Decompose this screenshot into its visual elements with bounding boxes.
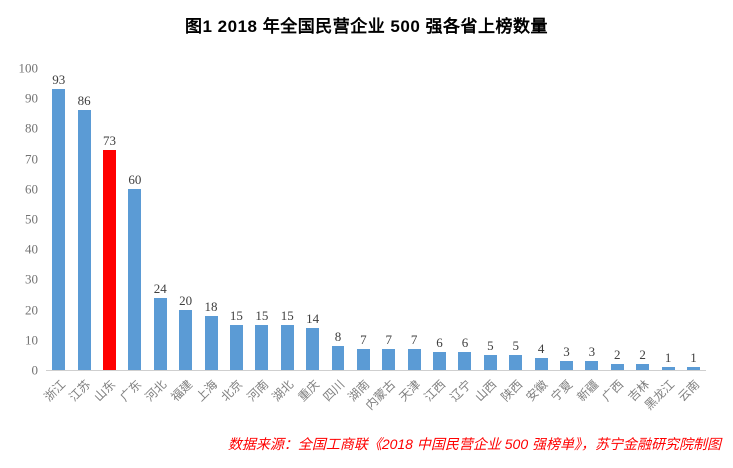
bar-slot: 5 <box>478 68 503 370</box>
bar <box>77 110 91 370</box>
bar-slot: 7 <box>351 68 376 370</box>
bar <box>509 354 523 370</box>
bar-slot: 7 <box>376 68 401 370</box>
bar-slot: 3 <box>579 68 604 370</box>
x-axis: 浙江 江苏 山东 广东 河北 福建 上海 北京 河南 湖北 重庆 四川 湖南 内蒙古 天津 江西 辽宁 山西 陕西安… <box>41 371 706 423</box>
bar <box>204 315 218 370</box>
bar-value-label: 7 <box>410 331 418 347</box>
bar-slot: 5 <box>503 68 528 370</box>
bar <box>356 348 370 370</box>
plot-area: 93 86 73 60 24 20 18 15 15 15 14 8 7 7 7 6 6 5 5 4 3 3 2 2 1 1 <box>46 68 706 371</box>
y-axis: 0 10 20 30 40 50 60 70 80 90 100 <box>0 62 46 377</box>
bar-slot: 2 <box>630 68 655 370</box>
bar-value-label: 3 <box>588 343 596 359</box>
bar-slot: 8 <box>325 68 350 370</box>
bar <box>407 348 421 370</box>
bar <box>636 363 650 370</box>
bar-slot: 60 <box>122 68 147 370</box>
bar-value-label: 4 <box>537 340 545 356</box>
bar-slot: 24 <box>148 68 173 370</box>
bar-slot: 3 <box>554 68 579 370</box>
y-axis-tick-label: 40 <box>25 241 38 257</box>
bar-slot: 7 <box>401 68 426 370</box>
bar-value-label: 7 <box>360 331 367 347</box>
bar-value-label: 3 <box>563 343 570 359</box>
bar-value-label: 15 <box>255 307 269 323</box>
bar <box>255 324 269 370</box>
bar <box>433 351 447 370</box>
bar-value-label: 1 <box>664 349 672 365</box>
bar-slot: 15 <box>249 68 274 370</box>
y-axis-tick-label: 90 <box>25 90 38 106</box>
bar <box>560 360 573 370</box>
bar <box>610 363 624 370</box>
bar <box>458 351 472 370</box>
bar-slot: 4 <box>528 68 553 370</box>
bar <box>153 297 167 370</box>
y-axis-tick-label: 50 <box>25 211 38 227</box>
y-axis-tick-label: 70 <box>25 151 38 167</box>
y-axis-tick-label: 80 <box>25 120 38 136</box>
bar-slot: 86 <box>71 68 96 370</box>
bar <box>331 345 345 370</box>
bar-value-label: 93 <box>52 72 66 88</box>
bar-value-label: 15 <box>229 307 243 323</box>
bar-value-label: 1 <box>690 349 697 365</box>
bar-value-label: 73 <box>102 132 116 148</box>
y-axis-tick-label: 100 <box>18 60 39 76</box>
bar <box>52 89 66 370</box>
bar-slot: 14 <box>300 68 325 370</box>
bar-slot: 15 <box>275 68 300 370</box>
bar <box>483 354 497 370</box>
bar-value-label: 24 <box>153 280 167 296</box>
y-axis-tick-label: 10 <box>25 332 38 348</box>
bar-slot: 93 <box>46 68 71 370</box>
bar <box>585 360 599 370</box>
bar-slot: 15 <box>224 68 249 370</box>
bar <box>229 324 243 370</box>
bar-value-label: 6 <box>461 334 469 350</box>
y-axis-tick-label: 30 <box>25 271 38 287</box>
source-note: 数据来源：全国工商联《2018 中国民营企业 500 强榜单》，苏宁金融研究院制… <box>227 436 721 452</box>
bar-value-label: 2 <box>614 346 621 362</box>
bar-slot: 73 <box>97 68 122 370</box>
bar <box>382 348 396 370</box>
bar <box>179 309 193 370</box>
bar-slot: 20 <box>173 68 198 370</box>
y-axis-tick-label: 20 <box>25 302 38 318</box>
bar-slot: 6 <box>427 68 452 370</box>
bar-slot: 18 <box>198 68 223 370</box>
bar-value-label: 15 <box>280 307 294 323</box>
bar-value-label: 5 <box>512 337 519 353</box>
bar-highlighted <box>103 149 116 370</box>
bar-value-label: 7 <box>385 331 393 347</box>
bar-value-label: 6 <box>436 334 443 350</box>
bar <box>534 357 548 370</box>
bar-chart: 0 10 20 30 40 50 60 70 80 90 100 93 86 73 60 24 20 18 15 1… <box>0 62 706 377</box>
bar-value-label: 14 <box>306 310 320 326</box>
bar-value-label: 86 <box>77 93 91 109</box>
bar-slot: 6 <box>452 68 477 370</box>
bar-value-label: 5 <box>487 337 494 353</box>
bar-slot: 1 <box>655 68 680 370</box>
bar-value-label: 8 <box>334 328 342 344</box>
bar-slot: 1 <box>681 68 706 370</box>
bar <box>280 324 294 370</box>
chart-title: 图1 2018 年全国民营企业 500 强各省上榜数量 <box>184 17 549 36</box>
bar-value-label: 18 <box>204 298 218 314</box>
bar <box>306 327 320 370</box>
y-axis-tick-label: 60 <box>25 181 38 197</box>
bar-slot: 2 <box>605 68 630 370</box>
bar <box>661 366 675 370</box>
bar <box>686 366 700 370</box>
bar-value-label: 20 <box>179 292 193 308</box>
bar-value-label: 60 <box>128 171 142 187</box>
y-axis-tick-label: 0 <box>31 362 39 378</box>
bar-value-label: 2 <box>639 346 646 362</box>
bar <box>128 188 142 370</box>
